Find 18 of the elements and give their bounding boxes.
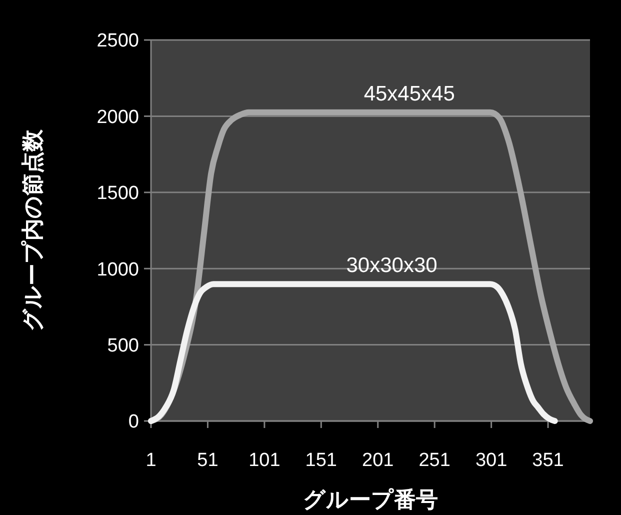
y-tick-label: 1000 (96, 259, 139, 280)
x-tick-label: 351 (532, 450, 564, 471)
y-tick-label: 2000 (96, 106, 139, 128)
x-tick-label: 51 (197, 450, 218, 471)
x-tick-label: 101 (248, 450, 280, 471)
y-tick-label: 500 (107, 335, 139, 356)
x-tick-label: 201 (362, 450, 394, 471)
y-tick-label: 2500 (96, 30, 139, 52)
x-tick-label: 251 (418, 450, 450, 471)
y-tick-label: 0 (128, 412, 139, 433)
series-label: 30x30x30 (346, 254, 438, 278)
x-tick-label: 1 (146, 450, 156, 471)
x-axis-title: グループ番号 (303, 488, 438, 513)
y-tick-label: 1500 (96, 183, 139, 204)
series-label: 45x45x45 (364, 82, 455, 106)
x-tick-label: 301 (475, 450, 508, 471)
y-axis-title: グループ内の節点数 (21, 128, 46, 332)
x-tick-label: 151 (305, 450, 338, 471)
